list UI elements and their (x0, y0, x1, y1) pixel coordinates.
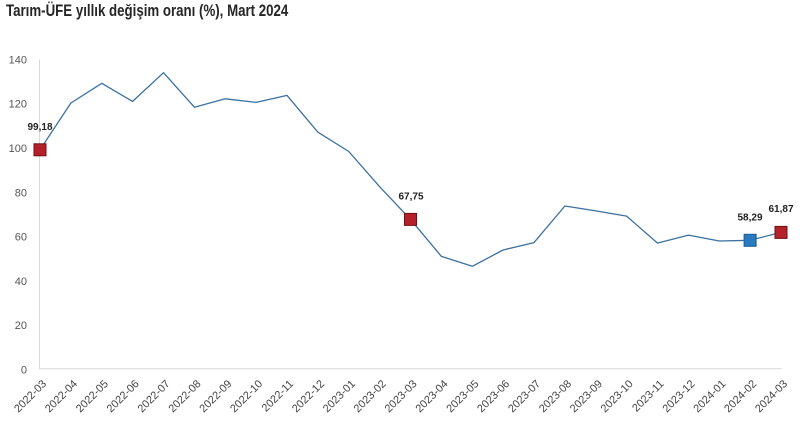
svg-text:58,29: 58,29 (737, 213, 762, 224)
svg-text:0: 0 (21, 364, 27, 376)
svg-text:2023-12: 2023-12 (660, 378, 697, 415)
svg-text:2022-07: 2022-07 (136, 378, 173, 415)
svg-text:2023-08: 2023-08 (537, 378, 574, 415)
svg-text:2023-10: 2023-10 (599, 378, 636, 415)
svg-text:2023-01: 2023-01 (321, 378, 358, 415)
svg-text:61,87: 61,87 (768, 204, 793, 215)
svg-text:120: 120 (9, 99, 27, 111)
svg-text:2023-05: 2023-05 (444, 378, 481, 415)
svg-text:99,18: 99,18 (27, 122, 52, 133)
svg-text:2022-11: 2022-11 (260, 378, 296, 414)
svg-text:100: 100 (9, 143, 27, 155)
svg-text:40: 40 (15, 276, 27, 288)
svg-text:2023-02: 2023-02 (352, 378, 389, 415)
svg-text:2023-07: 2023-07 (506, 378, 543, 415)
svg-text:2023-06: 2023-06 (475, 378, 512, 415)
svg-text:2022-03: 2022-03 (12, 378, 49, 415)
svg-text:20: 20 (15, 320, 27, 332)
svg-text:2022-12: 2022-12 (290, 378, 327, 415)
svg-text:2023-09: 2023-09 (568, 378, 605, 415)
svg-text:2024-01: 2024-01 (691, 378, 728, 415)
svg-text:2024-02: 2024-02 (722, 378, 759, 415)
svg-text:2022-06: 2022-06 (105, 378, 142, 415)
svg-text:2022-08: 2022-08 (166, 378, 203, 415)
svg-text:2023-11: 2023-11 (630, 378, 666, 414)
svg-text:2022-09: 2022-09 (197, 378, 234, 415)
svg-text:2022-04: 2022-04 (43, 378, 80, 415)
svg-text:60: 60 (15, 232, 27, 244)
svg-text:2022-05: 2022-05 (74, 378, 111, 415)
svg-text:2023-04: 2023-04 (413, 378, 450, 415)
svg-text:140: 140 (9, 54, 27, 66)
svg-text:67,75: 67,75 (398, 192, 423, 203)
svg-text:2024-03: 2024-03 (753, 378, 790, 415)
svg-text:2022-10: 2022-10 (228, 378, 265, 415)
svg-text:80: 80 (15, 187, 27, 199)
svg-text:Tarım-ÜFE yıllık değişim oranı: Tarım-ÜFE yıllık değişim oranı (%), Mart… (6, 2, 289, 21)
svg-text:2023-03: 2023-03 (383, 378, 420, 415)
